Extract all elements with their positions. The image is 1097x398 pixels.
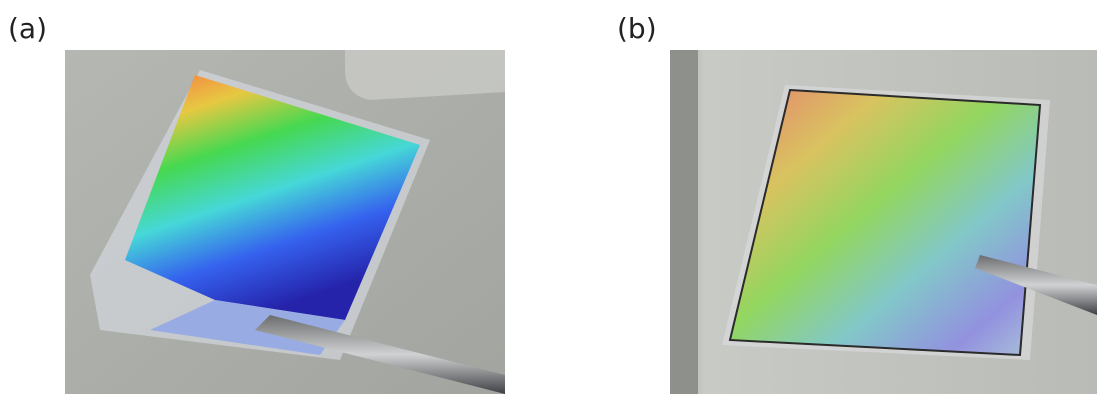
- photo-b: [670, 50, 1097, 394]
- photo-a: [65, 50, 505, 394]
- panel-label: (a): [8, 12, 47, 45]
- figure: (a) (b): [0, 0, 1097, 394]
- panel-label: (b): [617, 12, 657, 45]
